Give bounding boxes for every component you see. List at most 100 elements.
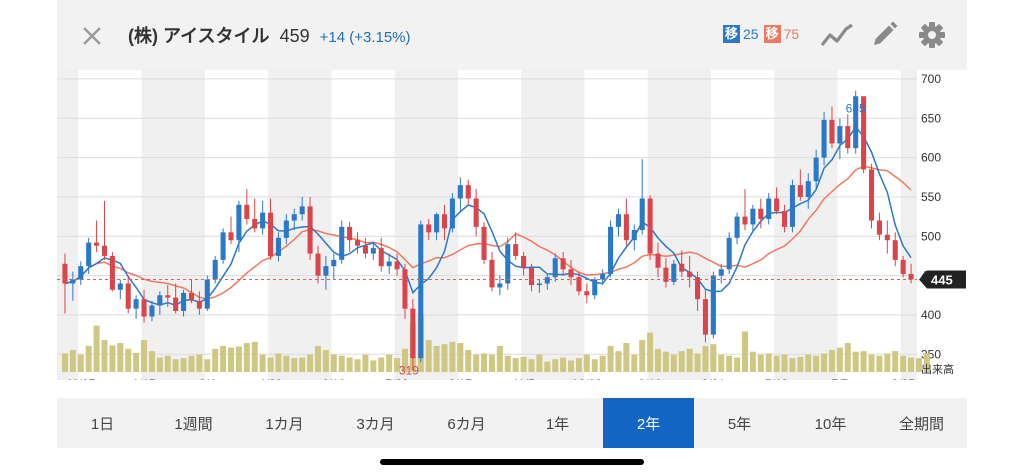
candle-body bbox=[426, 224, 432, 233]
candle-body bbox=[884, 234, 890, 241]
volume-bar bbox=[283, 355, 290, 372]
x-tick-label: 11/27 bbox=[66, 377, 95, 380]
volume-bar bbox=[370, 360, 377, 372]
candle-body bbox=[647, 198, 653, 254]
candle-body bbox=[774, 198, 780, 212]
x-tick-label: 9/17 bbox=[449, 377, 473, 380]
candle-body bbox=[109, 255, 115, 290]
candle-body bbox=[181, 292, 187, 311]
volume-bar bbox=[401, 348, 408, 372]
volume-bar bbox=[156, 357, 163, 372]
period-tab[interactable]: 全期間 bbox=[898, 415, 944, 433]
volume-bar bbox=[101, 340, 108, 372]
ma-long-badge: 移 bbox=[763, 25, 781, 43]
volume-bar bbox=[180, 358, 187, 372]
period-tab[interactable]: 6カ月 bbox=[447, 415, 486, 433]
gear-icon[interactable] bbox=[914, 18, 950, 52]
volume-bar bbox=[496, 345, 503, 372]
period-tab[interactable]: 3カ月 bbox=[356, 415, 395, 433]
candle-body bbox=[457, 185, 463, 199]
volume-bar bbox=[836, 347, 843, 372]
volume-bar bbox=[678, 351, 685, 372]
pencil-icon[interactable] bbox=[865, 18, 901, 52]
candle-body bbox=[418, 224, 424, 359]
candle-body bbox=[283, 220, 289, 238]
candle-body bbox=[354, 240, 361, 246]
x-tick-label: 8/25 bbox=[891, 377, 915, 380]
candle-body bbox=[434, 214, 440, 233]
volume-bar bbox=[686, 348, 693, 372]
candle-body bbox=[204, 279, 210, 309]
line-chart-icon[interactable] bbox=[819, 18, 855, 52]
volume-bar bbox=[481, 353, 488, 372]
candle-body bbox=[868, 169, 875, 221]
period-tab[interactable]: 1年 bbox=[545, 415, 570, 433]
stock-chart[interactable]: 700650600550500450400350出来高44568531911/2… bbox=[0, 70, 1024, 380]
period-tab[interactable]: 1日 bbox=[90, 415, 115, 433]
period-tab[interactable]: 2年 bbox=[603, 398, 694, 448]
price-change: +14 (+3.15%) bbox=[319, 29, 411, 46]
x-tick-label: 1/15 bbox=[132, 377, 156, 380]
candle-body bbox=[726, 237, 732, 270]
candle-body bbox=[117, 283, 123, 290]
candle-body bbox=[742, 216, 748, 225]
candle-body bbox=[307, 206, 313, 254]
y-tick-label: 500 bbox=[921, 229, 941, 243]
candle-body bbox=[695, 277, 701, 300]
period-tab[interactable]: 1週間 bbox=[174, 415, 213, 433]
volume-bar bbox=[813, 355, 820, 372]
volume-bar bbox=[394, 358, 401, 372]
volume-bar bbox=[85, 345, 92, 372]
candle-body bbox=[331, 259, 337, 267]
candle-body bbox=[410, 308, 416, 359]
candle-body bbox=[876, 220, 882, 235]
candle-body bbox=[687, 271, 693, 278]
volume-bar bbox=[61, 353, 68, 372]
volume-bar bbox=[172, 359, 179, 372]
volume-bar bbox=[235, 346, 242, 372]
candle-body bbox=[631, 229, 637, 241]
candle-body bbox=[663, 267, 669, 282]
candle-body bbox=[339, 226, 345, 260]
x-tick-label: 7/29 bbox=[385, 377, 409, 380]
volume-bar bbox=[552, 359, 559, 372]
x-tick-label: 3/31 bbox=[702, 377, 726, 380]
period-tab[interactable]: 5年 bbox=[727, 415, 752, 433]
period-tab[interactable]: 10年 bbox=[814, 415, 847, 433]
candle-body bbox=[837, 126, 843, 144]
volume-bar bbox=[314, 345, 321, 372]
volume-bar bbox=[212, 348, 219, 372]
volume-label: 出来高 bbox=[921, 362, 954, 376]
volume-bar bbox=[583, 354, 590, 372]
candle-body bbox=[473, 198, 479, 227]
volume-bar bbox=[386, 354, 393, 372]
period-tab[interactable]: 1カ月 bbox=[265, 415, 304, 433]
volume-bar bbox=[307, 354, 314, 372]
volume-bar bbox=[488, 354, 495, 372]
candle-body bbox=[441, 214, 448, 229]
volume-bar bbox=[473, 354, 480, 372]
candle-body bbox=[861, 96, 867, 170]
candle-body bbox=[908, 274, 914, 280]
volume-bar bbox=[322, 349, 329, 372]
volume-bar bbox=[884, 353, 891, 372]
moving-average-legend[interactable]: 移 25 移 75 bbox=[723, 25, 804, 43]
candle-body bbox=[157, 295, 163, 306]
volume-bar bbox=[789, 358, 796, 372]
volume-bar bbox=[757, 354, 764, 372]
candle-body bbox=[592, 279, 598, 296]
candle-body bbox=[600, 274, 606, 280]
volume-bar bbox=[568, 360, 575, 372]
volume-bar bbox=[77, 354, 84, 372]
volume-bar bbox=[749, 351, 756, 372]
candle-body bbox=[544, 277, 550, 284]
candle-body bbox=[623, 214, 629, 241]
volume-bar bbox=[670, 354, 677, 372]
volume-bar bbox=[378, 357, 385, 372]
x-tick-label: 11/5 bbox=[512, 377, 535, 380]
volume-bar bbox=[860, 351, 867, 372]
volume-bar bbox=[915, 358, 922, 372]
volume-bar bbox=[291, 358, 298, 372]
close-icon[interactable] bbox=[79, 20, 105, 50]
volume-bar bbox=[512, 358, 519, 372]
